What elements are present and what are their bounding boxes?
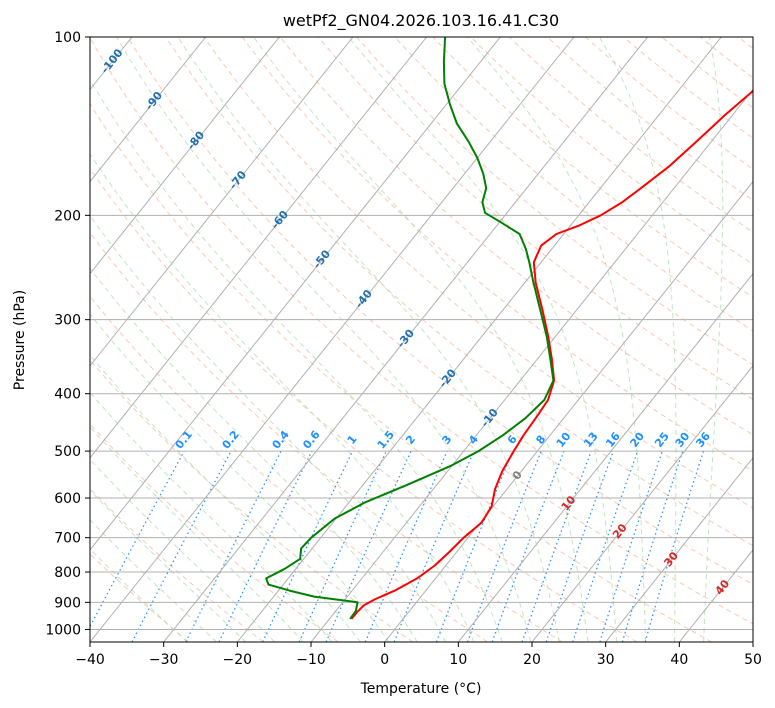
dry-adiabat-line xyxy=(547,37,753,201)
x-axis: −40 −30 −20 −10 0 10 20 30 40 50 xyxy=(75,642,762,668)
y-axis: 100 200 300 400 500 600 700 800 900 1000 xyxy=(45,30,90,638)
moist-adiabat-line xyxy=(599,37,677,642)
x-tick-label: 30 xyxy=(597,652,615,668)
mixing-ratio-line xyxy=(572,450,639,642)
moist-adiabat-line xyxy=(348,37,618,642)
mixing-ratio-line xyxy=(466,450,542,642)
isotherm-line xyxy=(531,364,753,642)
dry-adiabat-line xyxy=(432,37,753,298)
mixing-ratio-line xyxy=(218,450,313,642)
moist-adiabat-line xyxy=(90,354,361,642)
x-tick-label: 50 xyxy=(744,652,762,668)
dry-adiabat-line xyxy=(90,423,339,642)
isotherm-line xyxy=(384,180,753,642)
dry-adiabat-line xyxy=(90,37,753,625)
x-tick-label: 0 xyxy=(380,652,389,668)
dry-adiabat-line xyxy=(165,37,753,547)
x-tick-label: −20 xyxy=(223,652,253,668)
x-tick-label: −40 xyxy=(75,652,105,668)
y-tick-label: 200 xyxy=(54,208,81,224)
series-layer xyxy=(265,37,753,620)
x-tick-label: 20 xyxy=(523,652,541,668)
moist-adiabat-line xyxy=(466,37,647,642)
mixing-ratio-line xyxy=(262,450,354,642)
moist-adiabat-line xyxy=(253,37,589,642)
dry-adiabat-line xyxy=(470,37,753,265)
dry-adiabat-line xyxy=(279,37,753,436)
dry-adiabat-line xyxy=(508,37,753,233)
moist-adiabat-line xyxy=(90,78,503,642)
isotherm-line xyxy=(236,37,722,642)
moist-adiabat-line xyxy=(90,153,475,642)
isotherm-line xyxy=(163,37,649,642)
isotherm-line xyxy=(90,37,428,459)
dry-adiabat-line xyxy=(90,487,264,642)
mixing-ratio-line xyxy=(90,450,185,628)
dry-adiabat-line xyxy=(90,167,638,642)
moist-adiabat-line xyxy=(90,313,390,642)
dry-adiabat-line xyxy=(90,102,712,642)
x-axis-label: Temperature (°C) xyxy=(360,681,482,697)
sounding-line-2 xyxy=(265,37,555,620)
isotherm-line xyxy=(0,37,58,642)
plot-background xyxy=(90,37,753,642)
x-tick-label: −30 xyxy=(149,652,179,668)
mixing-ratio-line xyxy=(599,450,663,642)
isotherm-line xyxy=(90,37,280,275)
moist-adiabat-line xyxy=(90,267,418,642)
dry-adiabat-line xyxy=(127,37,753,585)
mixing-ratio-line xyxy=(298,450,387,642)
dry-adiabat-line xyxy=(394,37,753,332)
plot-frame xyxy=(89,36,754,643)
y-tick-label: 600 xyxy=(54,491,81,507)
isotherm-line xyxy=(310,88,753,642)
mixing-ratio-line xyxy=(621,450,684,642)
y-tick-label: 900 xyxy=(54,595,81,611)
y-tick-label: 700 xyxy=(54,531,81,547)
x-tick-label: 10 xyxy=(449,652,467,668)
dry-adiabat-line xyxy=(318,37,753,401)
y-tick-label: 800 xyxy=(54,565,81,581)
moist-adiabat-line xyxy=(703,37,724,642)
dry-adiabat-line xyxy=(203,37,753,509)
y-tick-label: 500 xyxy=(54,444,81,460)
x-tick-label: −10 xyxy=(296,652,326,668)
isotherm-line xyxy=(605,457,753,642)
y-tick-label: 300 xyxy=(54,313,81,329)
chart-title: wetPf2_GN04.2026.103.16.41.C30 xyxy=(283,11,559,31)
isotherm-line xyxy=(457,272,753,642)
isotherm-line xyxy=(90,37,575,642)
y-tick-label: 100 xyxy=(54,30,81,46)
moist-adiabat-line xyxy=(90,214,446,642)
y-tick-label: 400 xyxy=(54,387,81,403)
y-axis-label: Pressure (hPa) xyxy=(12,290,28,390)
y-tick-label: 1000 xyxy=(45,622,81,638)
moist-adiabat-line xyxy=(90,391,333,642)
isotherm-line xyxy=(90,37,207,183)
isotherm-line xyxy=(90,37,501,551)
isotherm-line xyxy=(90,37,354,367)
dry-adiabat-line xyxy=(90,295,488,642)
dry-adiabat-line xyxy=(90,231,563,642)
dry-adiabat-line xyxy=(356,37,753,366)
x-tick-label: 40 xyxy=(670,652,688,668)
moist-adiabat-line xyxy=(90,426,304,642)
isotherm-line xyxy=(752,641,753,642)
